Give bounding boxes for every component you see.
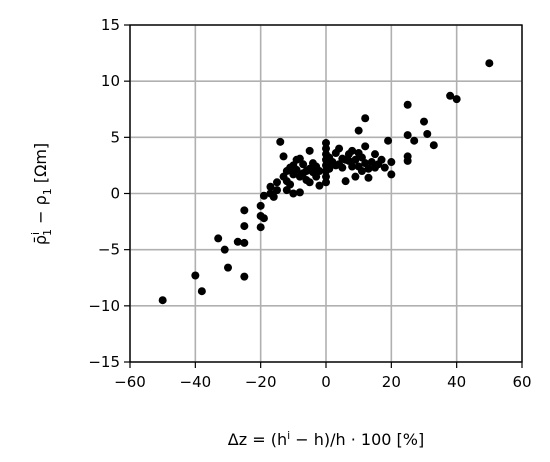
data-point [361,114,370,123]
grid-lines [129,24,523,363]
data-point [380,163,389,172]
data-point [273,186,281,195]
data-point [452,95,461,104]
data-point [233,237,242,246]
data-point [423,129,432,138]
data-point [357,167,366,176]
data-point [322,138,330,147]
data-point [354,126,363,135]
data-point [240,206,249,215]
data-point [315,181,324,190]
data-point [341,177,350,186]
data-point [259,214,268,223]
tick-marks [124,24,523,368]
data-point [420,117,428,126]
data-point [361,142,370,151]
data-point [322,172,330,181]
data-point [256,223,265,232]
data-point [240,238,249,247]
data-point [351,155,360,164]
data-point [335,144,344,153]
data-point [403,100,412,109]
data-point [224,263,232,272]
data-point [351,172,360,181]
y-tick-label: 15 [101,16,120,34]
y-tick-label: −10 [88,297,120,315]
data-point [259,191,268,200]
data-point [325,164,334,173]
data-point [269,192,278,201]
data-point [387,170,396,179]
data-point [289,189,298,198]
x-tick-label: 40 [447,373,466,391]
x-tick-label: −40 [180,373,212,391]
y-tick-label: 5 [110,128,120,146]
x-tick-label: 60 [512,373,531,391]
data-point [305,146,314,155]
data-point [446,91,455,100]
data-point [220,245,229,254]
data-point [256,201,265,210]
data-point [299,160,308,169]
data-point [485,59,494,68]
data-point [322,144,330,153]
data-point [403,131,412,140]
tick-labels: −60 −40 −20 0 20 40 60 −15 −10 −5 0 5 10 15 [88,16,531,391]
data-point [191,271,200,280]
data-points [158,59,494,305]
data-point [371,150,379,159]
data-point [384,136,393,145]
data-point [322,178,330,187]
data-point [295,188,304,197]
data-point [403,156,412,165]
data-point [348,162,357,171]
data-point [197,287,206,296]
data-point [410,136,419,145]
data-point [286,180,295,189]
x-tick-label: 20 [382,373,401,391]
data-point [214,234,223,243]
data-point [377,155,386,164]
data-point [266,182,275,191]
data-point [387,158,396,167]
y-tick-label: 10 [101,72,120,90]
data-point [292,165,301,174]
data-point [364,173,373,182]
data-point [305,178,314,187]
data-point [364,164,373,173]
x-tick-label: −20 [245,373,277,391]
data-point [240,272,249,281]
data-point [348,146,357,155]
y-tick-label: −15 [88,353,120,371]
data-point [279,152,288,161]
data-point [240,222,249,231]
data-point [315,167,324,176]
y-axis-label: ρ̄i1 − ρ1 [Ωm] [29,143,54,245]
x-axis-label: Δz = (hi − h)/h · 100 [%] [228,429,424,449]
data-point [273,178,281,187]
data-point [158,296,167,305]
y-tick-label: 0 [110,185,120,203]
x-tick-label: 0 [321,373,331,391]
data-point [338,163,347,172]
x-tick-label: −60 [114,373,146,391]
data-point [276,137,285,146]
y-tick-label: −5 [98,241,120,259]
data-point [429,141,438,150]
